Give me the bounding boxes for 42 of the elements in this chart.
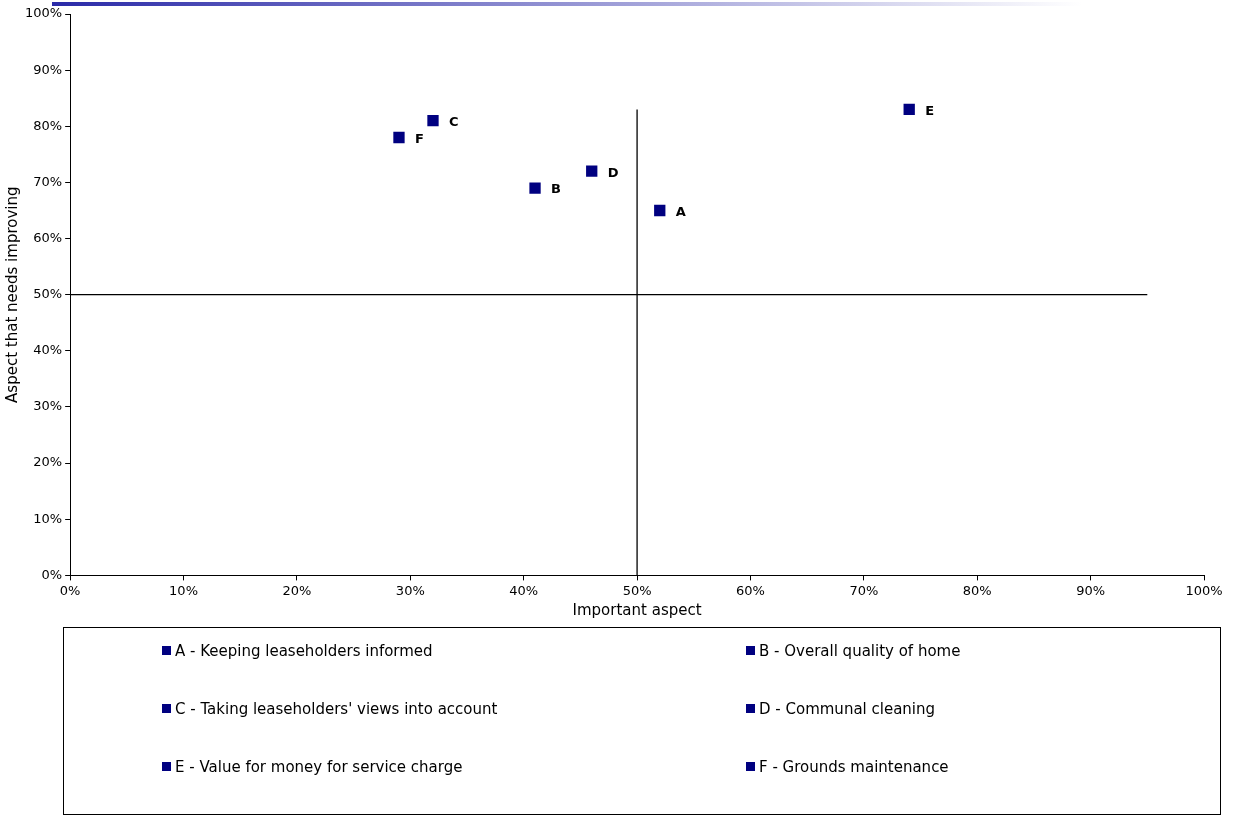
annotation: C bbox=[448, 114, 459, 130]
legend-label: E - Value for money for service charge bbox=[174, 758, 464, 778]
x-tick-label: 50% bbox=[622, 582, 652, 598]
x-tick-label: 0% bbox=[59, 582, 81, 598]
annotation: F bbox=[414, 130, 424, 146]
x-tick-label: 30% bbox=[395, 582, 425, 598]
y-tick-label: 0% bbox=[41, 566, 63, 582]
x-tick-label: 10% bbox=[169, 582, 198, 598]
point bbox=[654, 204, 666, 217]
x-tick-label: 40% bbox=[509, 582, 539, 598]
point bbox=[393, 131, 405, 144]
x-tick-label: 80% bbox=[962, 582, 992, 598]
y-tick-label: 10% bbox=[33, 510, 63, 526]
annotation: D bbox=[607, 164, 619, 180]
y-tick-label: 80% bbox=[33, 117, 63, 133]
y-tick-label: 90% bbox=[33, 61, 63, 77]
legend-label: A - Keeping leaseholders informed bbox=[174, 642, 434, 662]
x-tick-label: 70% bbox=[849, 582, 879, 598]
x-tick-label: 20% bbox=[282, 582, 312, 598]
legend-label: D - Communal cleaning bbox=[758, 700, 937, 720]
annotation: B bbox=[551, 181, 561, 197]
y-axis-title: Aspect that needs improving bbox=[2, 186, 21, 403]
x-tick-label: 90% bbox=[1076, 582, 1106, 598]
point bbox=[586, 165, 598, 177]
legend-label: F - Grounds maintenance bbox=[758, 758, 950, 778]
annotation: E bbox=[925, 102, 935, 118]
x-tick-label: 60% bbox=[736, 582, 765, 598]
legend-label: B - Overall quality of home bbox=[758, 642, 962, 662]
y-tick-label: 50% bbox=[33, 286, 63, 302]
y-tick-label: 70% bbox=[33, 173, 63, 189]
y-tick-label: 100% bbox=[24, 5, 63, 21]
annotation: A bbox=[675, 203, 686, 219]
y-tick-label: 20% bbox=[33, 454, 63, 470]
y-tick-label: 30% bbox=[33, 398, 63, 414]
x-axis-title: Important aspect bbox=[572, 600, 702, 619]
y-tick-label: 40% bbox=[33, 342, 63, 358]
legend-label: C - Taking leaseholders' views into account bbox=[174, 700, 499, 720]
point bbox=[427, 115, 439, 127]
x-tick-label: 100% bbox=[1185, 582, 1223, 598]
point bbox=[529, 182, 541, 194]
y-tick-label: 60% bbox=[33, 229, 63, 245]
point bbox=[903, 103, 915, 116]
